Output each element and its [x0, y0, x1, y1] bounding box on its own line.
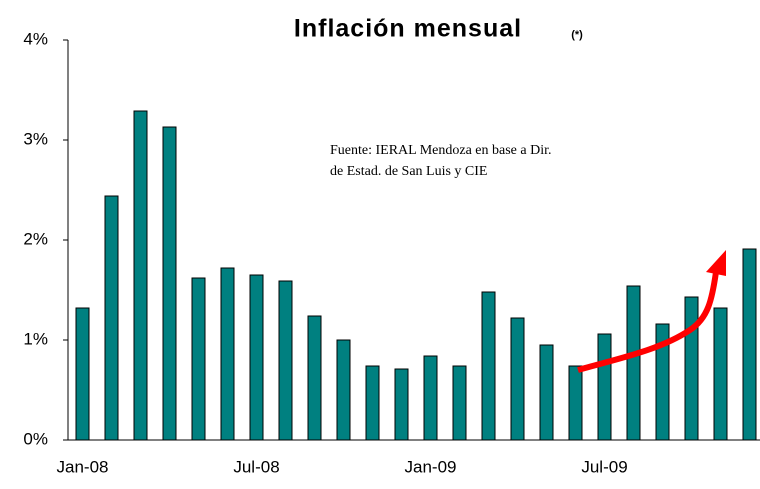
bar — [742, 248, 757, 441]
annotation: de Estad. de San Luis y CIE — [330, 164, 487, 179]
title-note: (*) — [571, 29, 583, 41]
bar — [423, 355, 438, 441]
bar — [220, 267, 235, 441]
bar — [539, 344, 554, 441]
trend-arrow — [577, 271, 719, 373]
bar — [626, 285, 641, 441]
bar — [684, 296, 699, 441]
chart-title: Inflación mensual — [294, 15, 522, 43]
y-tick-label: 2% — [23, 229, 48, 248]
bar — [249, 274, 264, 441]
bar — [104, 195, 119, 441]
bar — [278, 280, 293, 441]
bar — [162, 126, 177, 441]
bar — [452, 365, 467, 441]
bar — [481, 291, 496, 441]
x-tick-label: Jan-09 — [405, 457, 457, 476]
y-tick-label: 4% — [23, 29, 48, 48]
bar — [568, 365, 583, 441]
bar — [365, 365, 380, 441]
trend-arrow-head — [706, 250, 726, 276]
x-tick-label: Jul-09 — [581, 457, 627, 476]
y-tick-label: 0% — [23, 429, 48, 448]
bar — [713, 307, 728, 441]
bar — [597, 333, 612, 441]
x-tick-label: Jan-08 — [57, 457, 109, 476]
bar — [133, 110, 148, 441]
bar — [510, 317, 525, 441]
bar — [191, 277, 206, 441]
y-tick-label: 1% — [23, 329, 48, 348]
y-tick-label: 3% — [23, 129, 48, 148]
bar — [394, 368, 409, 441]
bar — [75, 307, 90, 441]
annotation: Fuente: IERAL Mendoza en base a Dir. — [330, 143, 551, 158]
bar — [307, 315, 322, 441]
bar — [336, 339, 351, 441]
x-tick-label: Jul-08 — [233, 457, 279, 476]
